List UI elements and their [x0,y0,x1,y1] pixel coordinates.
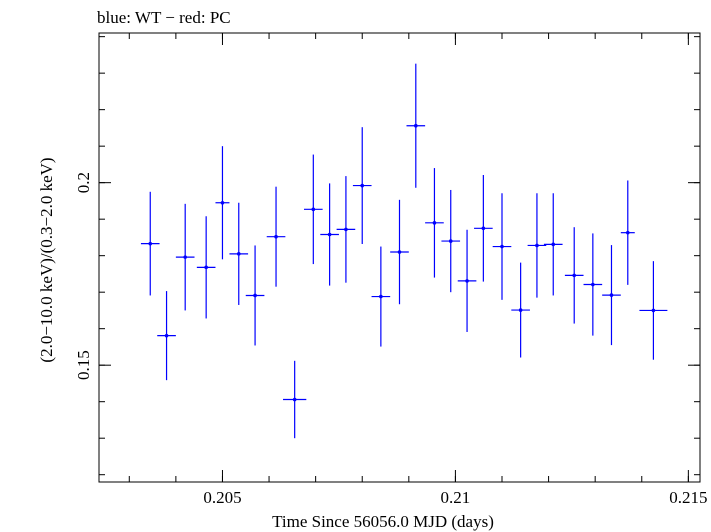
data-point [564,227,584,324]
data-point [639,261,668,360]
data-marker [397,250,402,254]
data-marker [360,183,365,188]
tick-labels: 0.205 0.21 0.215 0.15 0.2 [74,172,707,507]
data-marker [432,221,437,225]
axis-ticks [99,33,700,482]
data-marker [311,207,316,212]
data-point [352,127,372,244]
data-point [511,262,530,358]
data-point [602,245,621,346]
data-marker [518,308,523,312]
data-point [303,154,323,265]
data-point [543,193,563,296]
x-tick-label: 0.21 [441,488,471,507]
data-marker [344,227,348,232]
data-point [336,176,356,283]
data-marker [379,294,383,299]
data-point [406,63,426,188]
data-marker [465,279,469,283]
data-marker [572,273,577,278]
data-point [457,229,477,332]
x-axis-label: Time Since 56056.0 MJD (days) [272,512,494,531]
y-tick-label: 0.15 [74,350,93,380]
data-point [157,291,176,381]
x-tick-label: 0.205 [203,488,241,507]
data-marker [204,265,208,270]
data-marker [414,123,418,128]
data-point [527,193,547,298]
y-axis-label: (2.0−10.0 keV)/(0.3−2.0 keV) [37,157,56,362]
data-point [283,360,307,439]
data-marker [481,226,486,231]
data-point [229,202,249,305]
data-point [583,233,603,336]
data-marker [609,293,614,297]
data-marker [327,232,332,237]
data-marker [253,293,257,298]
data-marker [448,239,453,243]
data-point [266,186,286,287]
data-point [425,168,444,278]
data-series [140,63,668,439]
data-point [320,183,339,286]
data-point [474,175,493,282]
data-marker [535,243,539,248]
series-wt [140,63,668,439]
data-point [492,193,512,300]
data-point [371,246,391,347]
data-marker [591,282,595,287]
data-point [196,216,216,319]
data-point [245,245,265,346]
y-tick-label: 0.2 [74,172,93,193]
data-point [390,199,409,305]
chart-title: blue: WT − red: PC [97,8,231,27]
x-tick-label: 0.215 [669,488,707,507]
data-marker [236,252,241,256]
data-marker [148,241,153,246]
data-marker [651,308,656,313]
data-marker [625,230,630,235]
data-marker [220,200,225,205]
data-marker [183,255,187,259]
data-marker [164,333,169,338]
data-marker [292,397,297,402]
data-marker [500,244,504,249]
data-marker [274,234,278,239]
data-marker [551,242,556,247]
data-point [215,146,230,260]
data-point [620,180,635,285]
data-point [175,203,195,311]
plot-frame [98,32,701,483]
data-point [140,191,160,296]
data-point [441,189,461,293]
